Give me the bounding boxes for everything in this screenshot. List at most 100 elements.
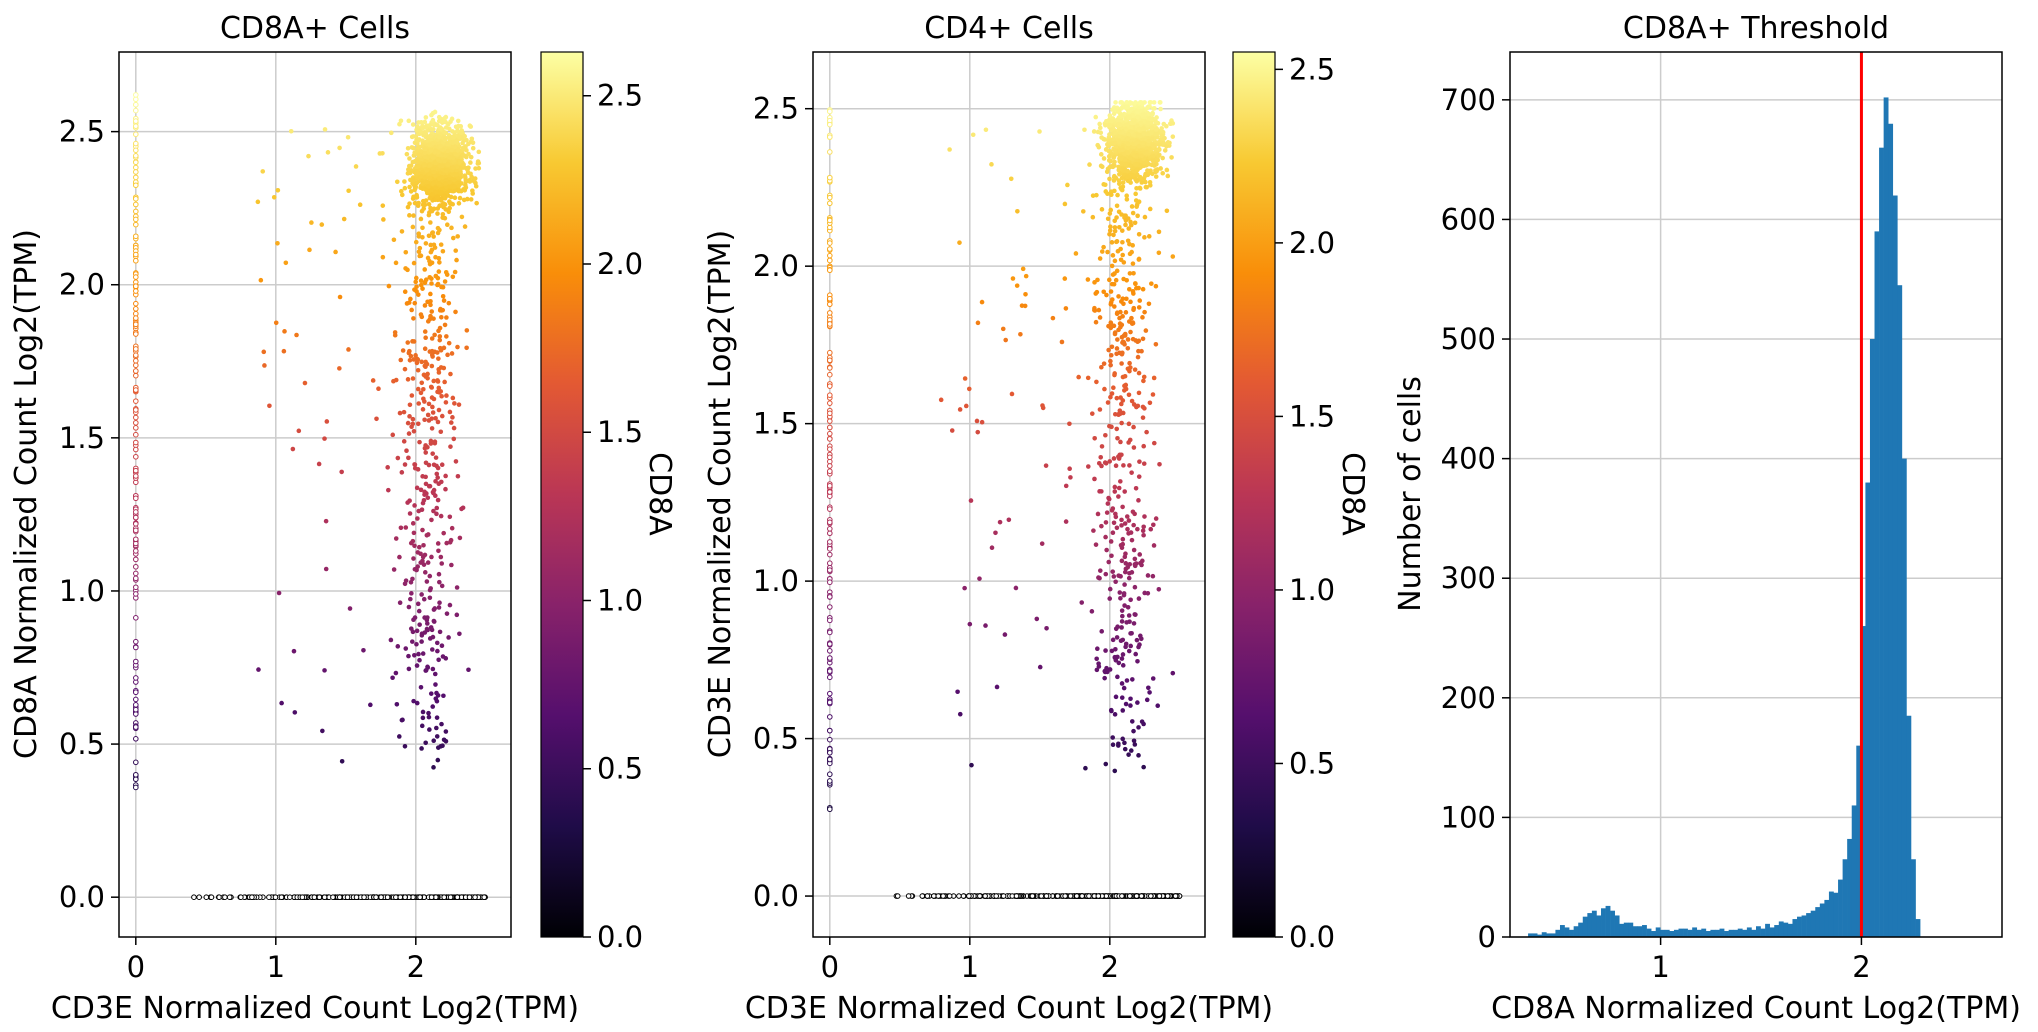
scatter-point — [420, 225, 425, 231]
y-tick-label: 0.5 — [753, 722, 799, 756]
scatter-point — [1153, 127, 1159, 132]
scatter-point — [376, 386, 381, 392]
scatter-point — [1151, 440, 1157, 446]
scatter-point — [1147, 116, 1153, 121]
scatter-point — [466, 151, 471, 157]
scatter-point — [1124, 620, 1129, 625]
scatter-point — [1063, 306, 1069, 311]
scatter-point — [467, 177, 472, 183]
scatter-point — [1120, 613, 1125, 619]
scatter-point — [422, 489, 427, 495]
scatter-point — [420, 202, 426, 208]
scatter-point — [407, 414, 412, 419]
scatter-point — [416, 651, 421, 657]
scatter-point — [433, 122, 439, 127]
scatter-point — [1107, 232, 1112, 237]
scatter-point — [133, 251, 139, 258]
scatter-point — [427, 123, 433, 128]
scatter-point — [457, 535, 463, 541]
scatter-point — [410, 538, 416, 544]
scatter-point — [411, 134, 416, 139]
scatter-point — [406, 163, 412, 169]
scatter-point — [463, 177, 469, 183]
scatter-point — [827, 506, 833, 512]
scatter-point — [1112, 225, 1118, 230]
scatter-point — [444, 334, 449, 339]
scatter-point — [1126, 648, 1132, 654]
scatter-point — [1083, 765, 1088, 771]
scatter-point — [1131, 728, 1136, 734]
scatter-point — [395, 644, 401, 649]
scatter-point — [827, 252, 833, 259]
scatter-point — [423, 335, 428, 341]
scatter-point — [1141, 764, 1146, 770]
scatter-point — [1126, 440, 1131, 445]
histogram-bar — [1683, 928, 1688, 937]
scatter-point — [420, 125, 426, 131]
scatter-point — [1112, 107, 1117, 112]
scatter-point — [1125, 104, 1131, 110]
scatter-point — [446, 300, 452, 306]
scatter-point — [1127, 101, 1133, 106]
scatter-point — [1092, 307, 1097, 313]
y-tick-label: 700 — [1441, 83, 1496, 117]
scatter-point — [1119, 656, 1125, 661]
scatter-point — [402, 185, 408, 191]
scatter-point — [1147, 206, 1153, 212]
scatter-point — [1094, 667, 1100, 673]
scatter-point — [474, 200, 479, 206]
scatter-point — [1141, 378, 1146, 384]
scatter-point — [827, 617, 833, 624]
scatter-point — [1108, 539, 1114, 544]
scatter-point — [462, 188, 468, 193]
scatter-point — [1089, 609, 1095, 614]
scatter-point — [423, 481, 429, 487]
scatter-point — [397, 894, 404, 900]
panel2-colorbar-ticks: 0.00.51.01.52.02.5 — [1275, 52, 1335, 954]
scatter-point — [415, 138, 421, 144]
scatter-point — [968, 498, 974, 503]
scatter-point — [431, 508, 436, 514]
scatter-point — [1147, 893, 1154, 899]
scatter-point — [1149, 281, 1154, 286]
scatter-point — [994, 684, 1000, 690]
scatter-point — [290, 446, 296, 452]
y-tick-label: 2.5 — [753, 92, 799, 126]
scatter-point — [1123, 126, 1129, 132]
scatter-point — [1103, 460, 1109, 466]
histogram-bar — [1860, 626, 1866, 937]
histogram-bar — [1728, 929, 1734, 937]
scatter-point — [989, 162, 994, 167]
scatter-point — [979, 299, 985, 305]
scatter-point — [444, 611, 450, 616]
scatter-point — [1114, 311, 1120, 317]
histogram-bar — [1751, 929, 1757, 937]
histogram-bar — [1724, 931, 1729, 937]
histogram-bar — [1637, 926, 1643, 937]
scatter-point — [1109, 553, 1114, 559]
scatter-point — [453, 459, 459, 464]
scatter-point — [1109, 192, 1114, 198]
scatter-point — [1124, 296, 1129, 302]
scatter-point — [931, 893, 937, 899]
scatter-point — [1119, 558, 1125, 564]
scatter-point — [133, 527, 139, 534]
scatter-point — [427, 188, 432, 193]
scatter-point — [1161, 140, 1166, 146]
scatter-point — [133, 548, 139, 554]
scatter-point — [1079, 893, 1085, 899]
scatter-point — [412, 503, 417, 508]
scatter-point — [415, 601, 421, 607]
scatter-point — [336, 894, 343, 900]
scatter-point — [452, 195, 458, 201]
scatter-point — [454, 257, 459, 263]
scatter-point — [1104, 146, 1109, 152]
scatter-point — [415, 421, 421, 427]
colorbar-tick-label: 1.0 — [1289, 573, 1335, 607]
scatter-point — [940, 893, 946, 899]
scatter-point — [440, 654, 446, 659]
scatter-point — [440, 211, 446, 217]
scatter-point — [432, 439, 438, 445]
histogram-bar — [1578, 922, 1584, 937]
scatter-point — [419, 746, 424, 751]
